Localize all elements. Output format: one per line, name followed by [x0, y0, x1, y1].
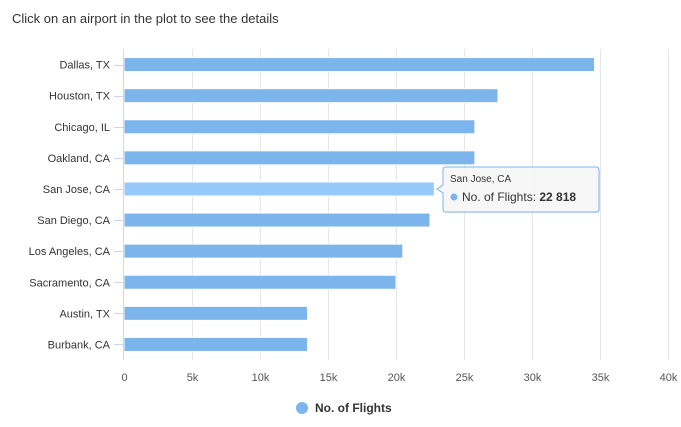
- tooltip: San Jose, CA No. of Flights: 22 818: [436, 166, 600, 213]
- bar[interactable]: [123, 57, 596, 73]
- category-label: Austin, TX: [59, 308, 110, 320]
- tooltip-series-label: No. of Flights: 22 818: [462, 190, 576, 204]
- bar-series[interactable]: [123, 57, 596, 352]
- bar[interactable]: [123, 305, 309, 321]
- bar[interactable]: [123, 119, 476, 135]
- tooltip-value: 22 818: [539, 190, 576, 204]
- bar[interactable]: [123, 88, 499, 104]
- tooltip-box: [436, 166, 600, 213]
- legend[interactable]: No. of Flights: [296, 401, 392, 415]
- category-label: Houston, TX: [49, 91, 111, 103]
- category-label: San Diego, CA: [37, 215, 110, 227]
- category-label: Dallas, TX: [59, 60, 110, 72]
- category-label: San Jose, CA: [43, 184, 111, 196]
- x-tick-label: 0: [121, 372, 127, 384]
- x-tick-label: 30k: [524, 372, 542, 384]
- bar[interactable]: [123, 274, 397, 290]
- legend-label: No. of Flights: [315, 401, 392, 415]
- category-label: Sacramento, CA: [29, 277, 110, 289]
- category-label: Chicago, IL: [54, 122, 110, 134]
- legend-marker: [296, 402, 308, 414]
- chart-instruction: Click on an airport in the plot to see t…: [12, 11, 279, 26]
- bar[interactable]: [123, 212, 431, 228]
- tooltip-marker: [450, 193, 458, 201]
- category-label: Burbank, CA: [48, 339, 111, 351]
- category-label: Oakland, CA: [48, 153, 111, 165]
- bar[interactable]: [123, 150, 476, 166]
- x-tick-label: 5k: [187, 372, 199, 384]
- tooltip-title: San Jose, CA: [450, 174, 511, 185]
- x-tick-label: 40k: [660, 372, 678, 384]
- category-label: Los Angeles, CA: [29, 246, 111, 258]
- axes: 0 5k 10k 15k 20k 25k 30k 35k 40k Dallas, TX Housto…: [29, 49, 678, 384]
- x-tick-label: 20k: [388, 372, 406, 384]
- x-tick-label: 35k: [592, 372, 610, 384]
- bar[interactable]: [123, 336, 309, 352]
- x-tick-label: 10k: [252, 372, 270, 384]
- x-tick-label: 15k: [320, 372, 338, 384]
- legend-item[interactable]: No. of Flights: [296, 401, 392, 415]
- bar[interactable]: [123, 181, 435, 197]
- x-tick-label: 25k: [456, 372, 474, 384]
- bar[interactable]: [123, 243, 404, 259]
